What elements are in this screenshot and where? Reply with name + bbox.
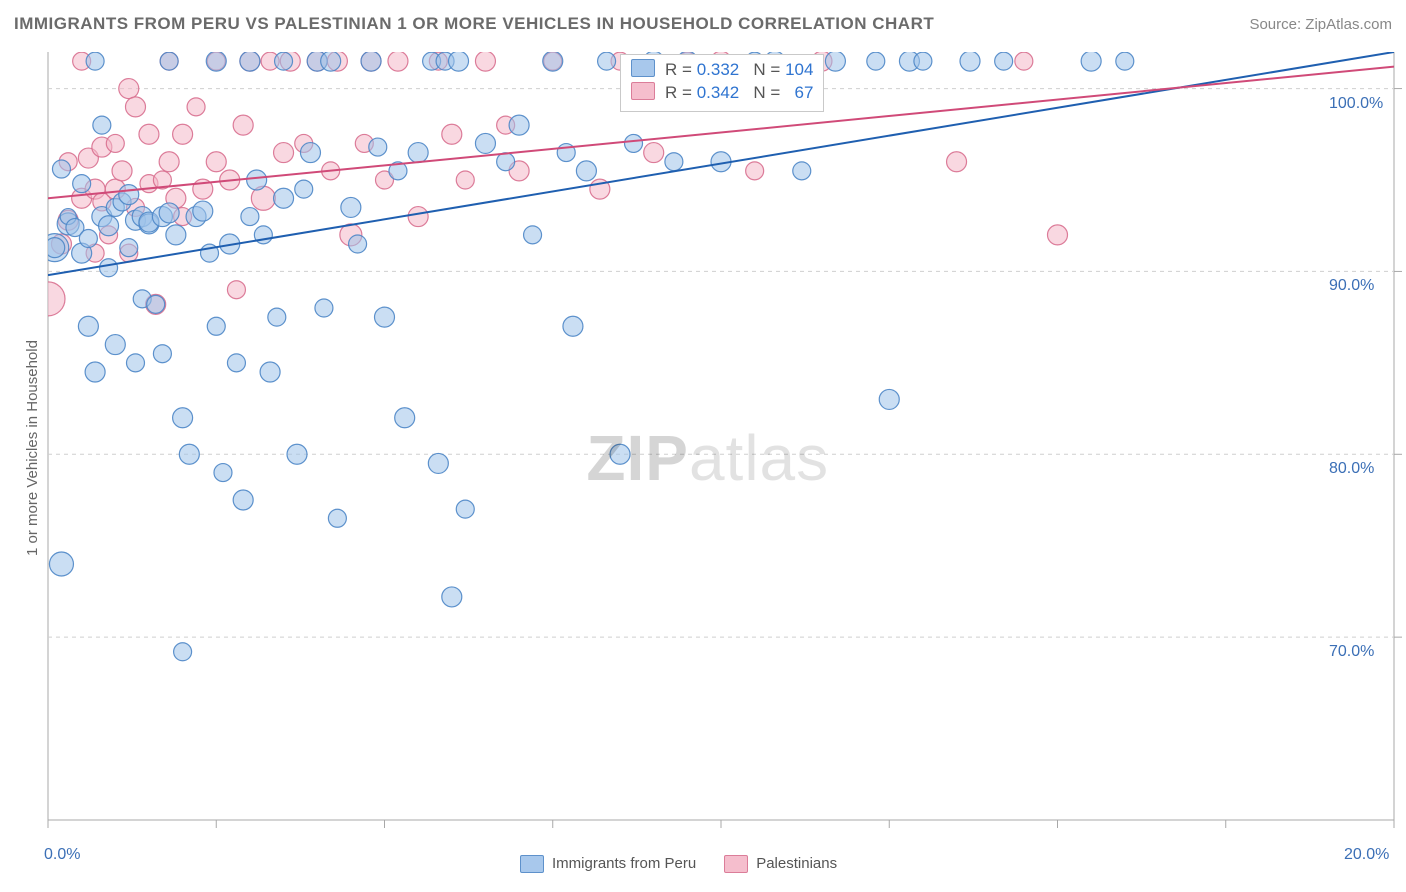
legend-label-palestinians: Palestinians — [756, 855, 837, 872]
legend-bottom: Immigrants from Peru Palestinians — [520, 855, 837, 873]
legend-item-palestinians: Palestinians — [724, 855, 837, 873]
x-tick-label-min: 0.0% — [44, 846, 80, 864]
chart-container: IMMIGRANTS FROM PERU VS PALESTINIAN 1 OR… — [0, 0, 1406, 892]
stats-n-palestinians: 67 — [785, 83, 813, 102]
legend-swatch-palestinians-icon — [724, 855, 748, 873]
stats-n-peru: 104 — [785, 60, 813, 79]
legend-item-peru: Immigrants from Peru — [520, 855, 696, 873]
stats-row-peru: R = 0.332 N = 104 — [631, 59, 813, 82]
stats-box: R = 0.332 N = 104 R = 0.342 N = 67 — [620, 54, 824, 112]
y-tick-label: 90.0% — [1329, 277, 1374, 295]
x-tick-label-max: 20.0% — [1344, 846, 1389, 864]
legend-swatch-peru-icon — [520, 855, 544, 873]
scatter-plot — [0, 0, 1406, 892]
stats-r-peru: 0.332 — [697, 60, 740, 79]
y-tick-label: 100.0% — [1329, 95, 1383, 113]
stats-r-palestinians: 0.342 — [697, 83, 740, 102]
legend-label-peru: Immigrants from Peru — [552, 855, 696, 872]
legend-swatch-peru-icon — [631, 59, 655, 77]
stats-row-palestinians: R = 0.342 N = 67 — [631, 82, 813, 105]
y-tick-label: 80.0% — [1329, 460, 1374, 478]
y-tick-label: 70.0% — [1329, 643, 1374, 661]
legend-swatch-palestinians-icon — [631, 82, 655, 100]
